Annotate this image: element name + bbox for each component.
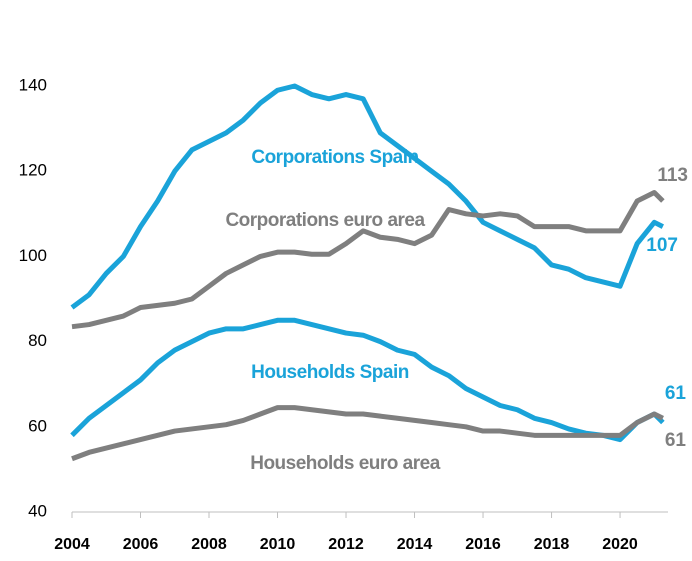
y-tick-label: 140 <box>19 75 47 94</box>
y-tick-label: 40 <box>28 501 47 520</box>
end-label: 61 <box>665 383 687 404</box>
x-tick-label: 2008 <box>191 536 227 553</box>
series-label: Corporations euro area <box>225 210 425 231</box>
end-label: 107 <box>646 235 678 256</box>
y-tick-label: 80 <box>28 331 47 350</box>
x-tick-label: 2020 <box>602 536 638 553</box>
end-label: 61 <box>665 430 687 451</box>
x-tick-label: 2004 <box>54 536 90 553</box>
series-line <box>71 405 664 462</box>
x-tick-label: 2006 <box>123 536 159 553</box>
x-tick-label: 2012 <box>328 536 364 553</box>
series-line <box>71 190 665 330</box>
x-tick-label: 2016 <box>465 536 501 553</box>
series-label: Households Spain <box>251 362 409 383</box>
x-tick-label: 2014 <box>397 536 433 553</box>
y-tick-label: 100 <box>19 246 47 265</box>
x-tick-label: 2018 <box>534 536 570 553</box>
series-line <box>70 317 665 443</box>
series-line <box>70 83 664 310</box>
series-label: Corporations Spain <box>251 147 418 168</box>
y-tick-label: 60 <box>28 416 47 435</box>
end-label: 113 <box>657 165 688 186</box>
series-label: Households euro area <box>250 453 440 474</box>
x-tick-label: 2010 <box>260 536 296 553</box>
y-tick-label: 120 <box>19 161 47 180</box>
